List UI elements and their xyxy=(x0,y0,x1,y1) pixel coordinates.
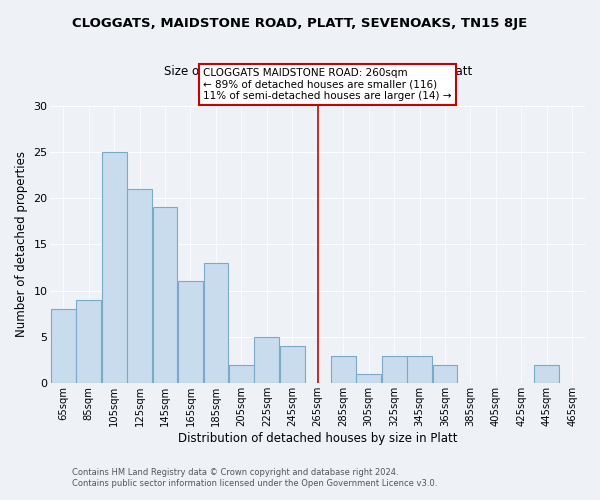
Bar xyxy=(51,309,76,384)
Bar xyxy=(407,356,432,384)
Text: Contains HM Land Registry data © Crown copyright and database right 2024.
Contai: Contains HM Land Registry data © Crown c… xyxy=(72,468,437,487)
Bar xyxy=(280,346,305,384)
Bar xyxy=(76,300,101,384)
Bar xyxy=(535,365,559,384)
Bar xyxy=(229,365,254,384)
Bar xyxy=(127,189,152,384)
Text: CLOGGATS, MAIDSTONE ROAD, PLATT, SEVENOAKS, TN15 8JE: CLOGGATS, MAIDSTONE ROAD, PLATT, SEVENOA… xyxy=(73,18,527,30)
Title: Size of property relative to detached houses in Platt: Size of property relative to detached ho… xyxy=(164,65,472,78)
Bar xyxy=(203,263,229,384)
Bar xyxy=(152,208,178,384)
Bar xyxy=(101,152,127,384)
Bar xyxy=(382,356,407,384)
Bar xyxy=(356,374,381,384)
Y-axis label: Number of detached properties: Number of detached properties xyxy=(15,152,28,338)
Bar xyxy=(433,365,457,384)
X-axis label: Distribution of detached houses by size in Platt: Distribution of detached houses by size … xyxy=(178,432,457,445)
Bar xyxy=(254,337,279,384)
Text: CLOGGATS MAIDSTONE ROAD: 260sqm
← 89% of detached houses are smaller (116)
11% o: CLOGGATS MAIDSTONE ROAD: 260sqm ← 89% of… xyxy=(203,68,452,101)
Bar xyxy=(178,282,203,384)
Bar xyxy=(331,356,356,384)
